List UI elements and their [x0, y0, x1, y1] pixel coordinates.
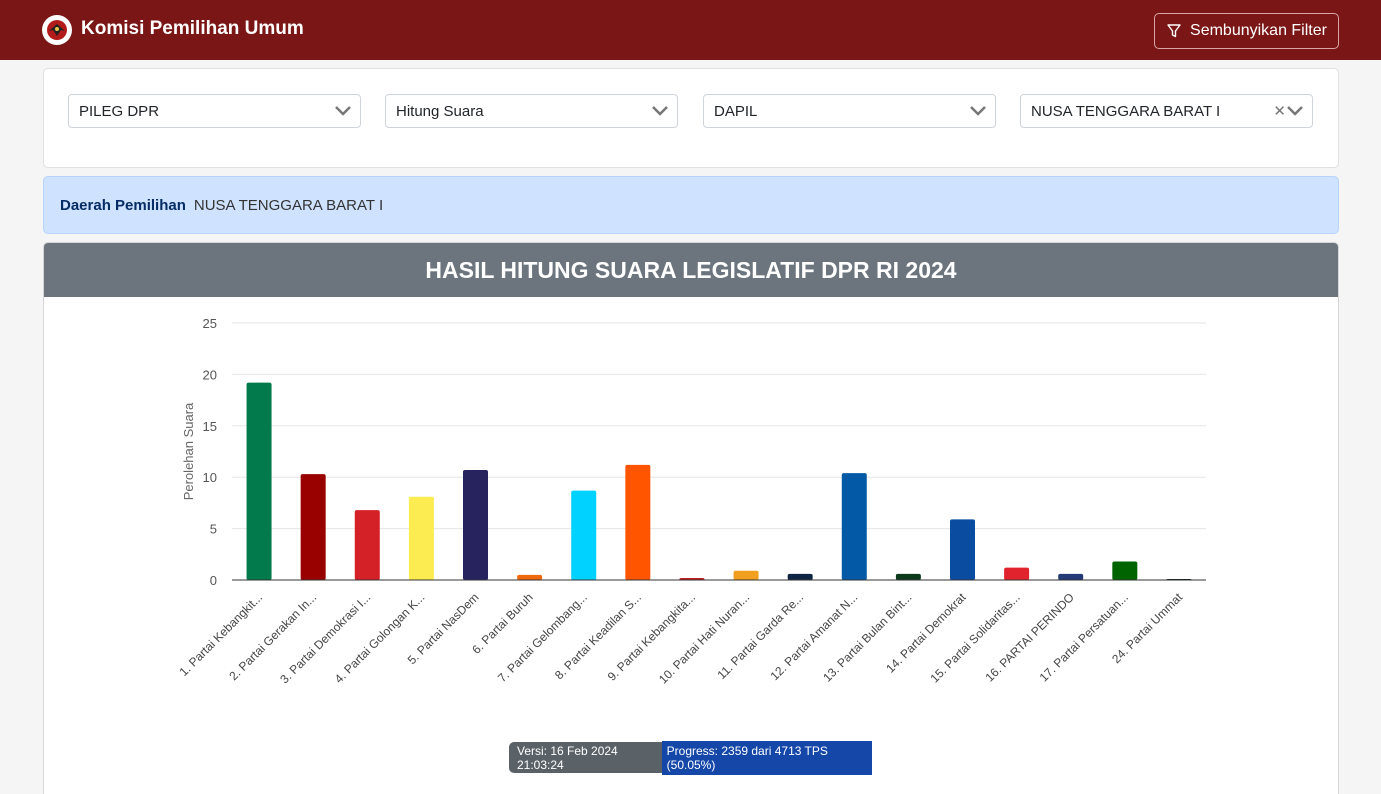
bar-12: [841, 473, 867, 580]
x-tick-label: 7. Partai Gelombang...: [495, 590, 590, 685]
filter-panel: PILEG DPR Hitung Suara DAPIL NUSA TENGGA…: [43, 68, 1339, 168]
bar-8: [625, 464, 651, 580]
brand-title[interactable]: Komisi Pemilihan Umum: [81, 18, 304, 39]
kpu-logo-icon: [42, 15, 72, 45]
election-select[interactable]: PILEG DPR: [68, 94, 361, 128]
region-info-value: NUSA TENGGARA BARAT I: [193, 196, 384, 214]
clear-icon[interactable]: ✕: [1273, 103, 1286, 120]
region-info-alert: Daerah Pemilihan NUSA TENGGARA BARAT I: [43, 176, 1339, 234]
bar-17: [1112, 561, 1138, 580]
bar-14: [950, 519, 975, 580]
y-tick-label: 25: [203, 316, 217, 331]
region-select[interactable]: NUSA TENGGARA BARAT I ✕: [1020, 94, 1313, 128]
bar-16: [1058, 573, 1084, 580]
bar-10: [733, 570, 759, 580]
filter-icon: [1167, 24, 1181, 38]
chevron-down-icon: [652, 106, 668, 116]
region-info-label: Daerah Pemilihan: [60, 196, 186, 214]
progress-text: Progress: 2359 dari 4713 TPS (50.05%): [661, 740, 872, 775]
bar-11: [787, 573, 813, 580]
level-select-value: DAPIL: [714, 102, 758, 120]
election-select-value: PILEG DPR: [79, 102, 160, 120]
bar-5: [463, 470, 488, 580]
bar-3: [354, 510, 380, 580]
mode-select[interactable]: Hitung Suara: [385, 94, 678, 128]
x-tick-label: 13. Partai Bulan Bint...: [820, 590, 914, 684]
x-tick-label: 17. Partai Persatuan...: [1037, 590, 1131, 684]
x-tick-label: 16. PARTAI PERINDO: [983, 590, 1077, 684]
version-text: Versi: 16 Feb 2024 21:03:24: [517, 743, 618, 772]
bar-4: [408, 496, 434, 580]
bar-1: [246, 382, 272, 580]
bar-2: [300, 474, 326, 580]
y-tick-label: 20: [203, 367, 217, 382]
y-axis-label: Perolehan Suara: [181, 402, 196, 500]
mode-select-value: Hitung Suara: [396, 102, 484, 120]
y-tick-label: 5: [210, 522, 217, 537]
bar-7: [571, 490, 597, 580]
chart-title: HASIL HITUNG SUARA LEGISLATIF DPR RI 202…: [44, 243, 1338, 297]
chevron-down-icon: [335, 106, 351, 116]
chevron-down-icon: [970, 106, 986, 116]
chart-card: HASIL HITUNG SUARA LEGISLATIF DPR RI 202…: [43, 242, 1339, 794]
y-tick-label: 10: [203, 470, 217, 485]
x-tick-label: 10. Partai Hati Nuran...: [656, 590, 752, 686]
region-select-value: NUSA TENGGARA BARAT I: [1031, 102, 1221, 120]
bar-13: [895, 573, 921, 580]
top-navbar: Komisi Pemilihan Umum Sembunyikan Filter: [0, 0, 1381, 60]
x-tick-label: 3. Partai Demokrasi I...: [277, 590, 373, 686]
y-tick-label: 15: [203, 419, 217, 434]
bar-6: [517, 574, 543, 580]
y-tick-label: 0: [210, 573, 217, 588]
status-bar: Versi: 16 Feb 2024 21:03:24 Progress: 23…: [509, 740, 872, 775]
hide-filter-button[interactable]: Sembunyikan Filter: [1154, 13, 1339, 49]
x-tick-label: 15. Partai Solidaritas...: [927, 590, 1022, 685]
level-select[interactable]: DAPIL: [703, 94, 996, 128]
x-tick-label: 4. Partai Golongan K...: [332, 590, 428, 686]
hide-filter-label: Sembunyikan Filter: [1190, 22, 1327, 39]
bar-15: [1004, 567, 1030, 580]
chevron-down-icon: [1287, 106, 1303, 116]
bar-9: [679, 577, 705, 580]
